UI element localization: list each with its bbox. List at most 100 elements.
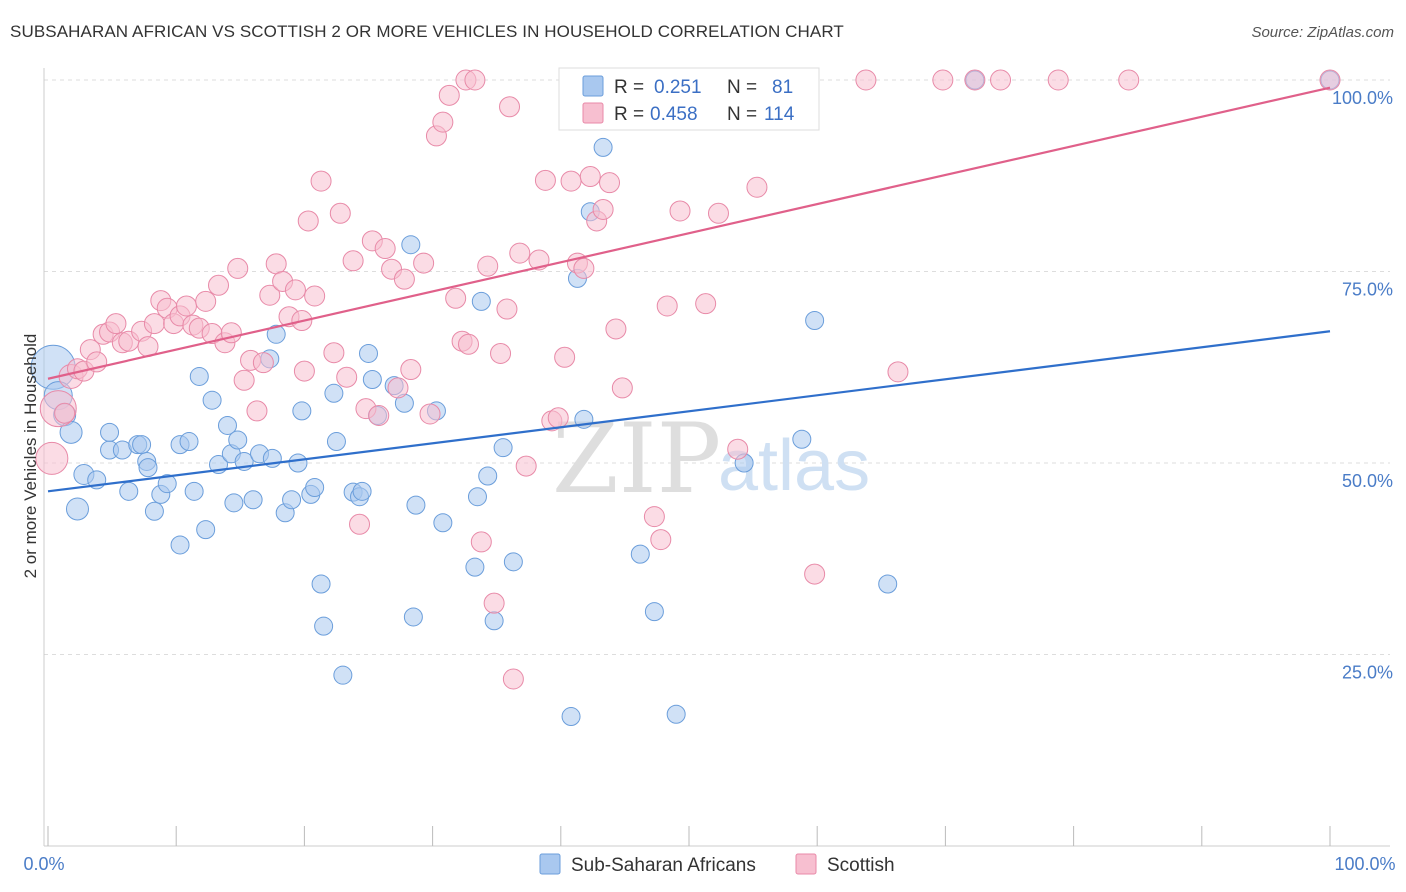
scottish-point-39: [297, 210, 319, 232]
subsaharan-point-12: [132, 435, 152, 455]
subsaharan-point-55: [401, 235, 421, 255]
scottish-point-56: [419, 403, 441, 425]
scottish-point-49: [368, 405, 390, 427]
subsaharan-point-24: [202, 390, 222, 410]
subsaharan-point-26: [217, 415, 237, 435]
chart-title: SUBSAHARAN AFRICAN VS SCOTTISH 2 OR MORE…: [10, 22, 844, 41]
subsaharan-point-63: [478, 466, 498, 486]
scottish-point-72: [515, 455, 537, 477]
scottish-point-59: [438, 84, 460, 106]
scottish-point-44: [336, 366, 358, 388]
scottish-point-80: [573, 257, 595, 279]
legend-n-value-0: 81: [772, 77, 793, 98]
subsaharan-point-67: [561, 707, 581, 727]
subsaharan-point-44: [324, 383, 344, 403]
subsaharan-point-66: [503, 552, 523, 572]
scottish-point-46: [349, 513, 371, 535]
scottish-point-25: [208, 274, 230, 296]
scottish-point-64: [464, 69, 486, 91]
scottish-point-71: [509, 242, 531, 264]
scottish-point-10: [105, 313, 127, 335]
subsaharan-point-76: [792, 429, 812, 449]
scottish-point-50: [374, 238, 396, 260]
y-tick-labels: 25.0% 50.0% 75.0% 100.0%: [1332, 88, 1393, 683]
subsaharan-point-59: [433, 513, 453, 533]
subsaharan-point-22: [189, 366, 209, 386]
y-tick-label-100: 100.0%: [1332, 88, 1393, 108]
scottish-point-99: [855, 69, 877, 91]
subsaharan-point-37: [282, 490, 302, 510]
scottish-point-76: [547, 407, 569, 429]
bottom-legend-label-scottish: Scottish: [827, 855, 895, 876]
scottish-point-105: [1118, 69, 1140, 91]
scottish-point-70: [502, 668, 524, 690]
subsaharan-point-78: [878, 574, 898, 594]
scottish-point-77: [554, 346, 576, 368]
subsaharan-point-49: [352, 481, 372, 501]
bottom-legend-label-subsaharan: Sub-Saharan Africans: [571, 855, 756, 876]
scottish-point-104: [1047, 69, 1069, 91]
scottish-point-45: [342, 250, 364, 272]
scottish-point-106: [1319, 69, 1341, 91]
scottish-point-37: [284, 279, 306, 301]
scottish-point-33: [259, 284, 281, 306]
subsaharan-point-14: [138, 458, 158, 478]
subsaharan-point-35: [266, 324, 286, 344]
series-subsaharan-points: [30, 70, 1340, 727]
legend-n-value-1: 114: [764, 104, 795, 125]
legend-r-value-0: 0.251: [654, 77, 702, 98]
scottish-point-28: [227, 257, 249, 279]
subsaharan-point-64: [484, 611, 504, 631]
scottish-point-41: [310, 170, 332, 192]
scottish-point-88: [650, 529, 672, 551]
legend-n-label-0: N =: [727, 77, 757, 98]
bottom-legend-swatch-scottish: [795, 853, 817, 875]
scottish-point-84: [599, 172, 621, 194]
scottish-point-107: [499, 96, 521, 118]
scottish-point-91: [695, 293, 717, 315]
subsaharan-point-10: [119, 481, 139, 501]
scottish-point-40: [304, 285, 326, 307]
subsaharan-point-72: [630, 544, 650, 564]
scottish-point-69: [496, 298, 518, 320]
scottish-point-100: [887, 361, 909, 383]
subsaharan-point-65: [493, 438, 513, 458]
scottish-point-23: [195, 290, 217, 312]
subsaharan-point-61: [467, 487, 487, 507]
scottish-point-32: [252, 352, 274, 374]
subsaharan-point-38: [288, 453, 308, 473]
scottish-point-86: [611, 377, 633, 399]
scottish-point-89: [656, 295, 678, 317]
chart-source: Source: ZipAtlas.com: [1251, 24, 1394, 41]
legend: R = 0.251 N = 81 R = 0.458 N = 114: [558, 67, 820, 131]
subsaharan-point-62: [471, 291, 491, 311]
scottish-trend-line: [47, 86, 1331, 380]
subsaharan-point-4: [65, 497, 89, 521]
subsaharan-point-43: [314, 616, 334, 636]
scottish-point-29: [233, 369, 255, 391]
scottish-point-55: [413, 252, 435, 274]
watermark: ZIP atlas: [552, 403, 870, 515]
bottom-legend-swatch-subsaharan: [539, 853, 561, 875]
subsaharan-point-28: [224, 493, 244, 513]
subsaharan-point-41: [305, 478, 325, 498]
scottish-point-68: [490, 342, 512, 364]
subsaharan-point-60: [465, 557, 485, 577]
scottish-point-78: [560, 170, 582, 192]
scottish-point-34: [265, 253, 287, 275]
subsaharan-point-71: [593, 137, 613, 157]
scottish-point-74: [534, 169, 556, 191]
scottish-point-2: [54, 402, 76, 424]
bottom-legend: Sub-Saharan Africans Scottish: [539, 853, 895, 876]
x-tick-label-0: 0.0%: [23, 854, 64, 874]
y-axis-title: 2 or more Vehicles in Household: [21, 334, 40, 579]
scottish-point-81: [579, 166, 601, 188]
x-ticks: [47, 826, 1331, 846]
subsaharan-point-19: [170, 535, 190, 555]
subsaharan-point-8: [100, 422, 120, 442]
subsaharan-point-39: [292, 401, 312, 421]
y-tick-label-75: 75.0%: [1342, 280, 1393, 300]
subsaharan-point-57: [403, 607, 423, 627]
scottish-point-85: [605, 318, 627, 340]
